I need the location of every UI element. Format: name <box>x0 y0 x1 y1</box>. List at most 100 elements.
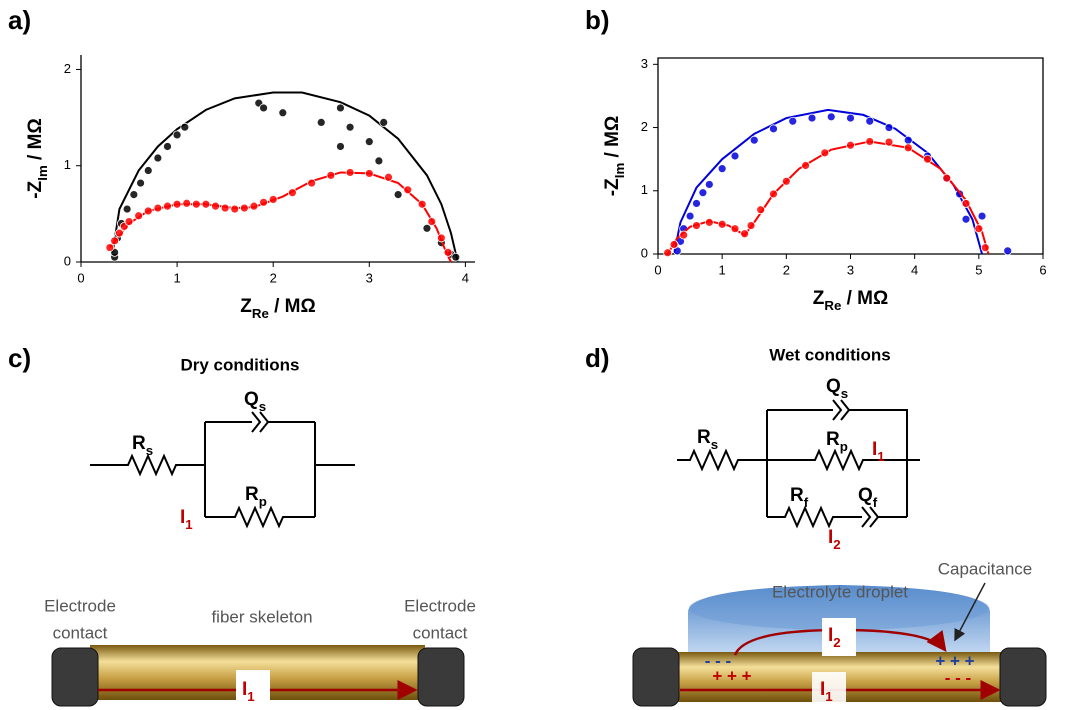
data-point <box>821 149 829 157</box>
electrode-label: contact <box>53 623 108 642</box>
data-point <box>106 244 114 252</box>
data-point <box>975 225 983 233</box>
data-point <box>827 113 835 121</box>
data-point <box>346 168 354 176</box>
component-label: Qf <box>858 485 878 510</box>
panel-label: b) <box>585 5 610 35</box>
component-label: Rs <box>132 433 153 458</box>
data-point <box>154 154 162 162</box>
component-label: Qs <box>826 376 848 401</box>
label-sub: s <box>841 386 848 401</box>
x-tick-label: 3 <box>847 262 854 277</box>
data-point <box>181 123 189 131</box>
data-point <box>866 137 874 145</box>
data-point <box>327 171 335 179</box>
label-sub: s <box>146 443 153 458</box>
axis <box>81 55 475 262</box>
data-point <box>962 215 970 223</box>
data-point <box>221 204 229 212</box>
label-sub: f <box>804 495 809 510</box>
data-point <box>154 204 162 212</box>
label-sub: 1 <box>825 689 833 704</box>
data-point <box>336 142 344 150</box>
data-point <box>693 222 701 230</box>
data-point <box>173 200 181 208</box>
data-point <box>686 212 694 220</box>
label-sub: Re <box>824 298 841 313</box>
label-main: R <box>826 429 840 450</box>
label-main: -Z <box>602 178 623 196</box>
fit-line <box>668 141 989 254</box>
data-point <box>904 144 912 152</box>
data-point <box>705 218 713 226</box>
data-point <box>130 191 138 199</box>
data-point <box>336 104 344 112</box>
data-point <box>885 124 893 132</box>
current-label: I1 <box>180 507 193 532</box>
data-point <box>288 189 296 197</box>
data-point <box>680 231 688 239</box>
y-tick-label: 0 <box>641 245 648 260</box>
y-axis-label: -ZIm / MΩ <box>602 116 627 196</box>
data-point <box>437 234 445 242</box>
x-tick-label: 2 <box>783 262 790 277</box>
panel-label: a) <box>8 5 31 35</box>
data-point <box>365 169 373 177</box>
data-point <box>962 199 970 207</box>
x-tick-label: 1 <box>173 270 180 285</box>
component-label: Rp <box>826 429 848 454</box>
axis <box>658 58 1043 254</box>
label-main: R <box>132 433 146 454</box>
data-point <box>757 206 765 214</box>
label-sub: 1 <box>247 689 255 704</box>
data-point <box>808 114 816 122</box>
data-point <box>747 222 755 230</box>
data-point <box>137 179 145 187</box>
data-point <box>885 138 893 146</box>
charge: + + + <box>712 666 751 685</box>
data-point <box>693 199 701 207</box>
y-tick-label: 2 <box>641 119 648 134</box>
data-point <box>731 225 739 233</box>
label-main: Q <box>244 389 259 410</box>
x-tick-label: 4 <box>911 262 918 277</box>
fit-line <box>674 110 982 254</box>
data-point <box>705 180 713 188</box>
data-point <box>394 191 402 199</box>
data-point <box>802 161 810 169</box>
data-point <box>163 142 171 150</box>
data-point <box>418 200 426 208</box>
label-rest: / MΩ <box>602 116 623 163</box>
data-point <box>423 224 431 232</box>
data-point <box>1004 247 1012 255</box>
data-point <box>240 204 248 212</box>
charge: - - - <box>945 668 971 687</box>
label-sub: Re <box>252 306 269 321</box>
data-point <box>981 244 989 252</box>
data-point <box>125 218 133 226</box>
x-tick-label: 2 <box>270 270 277 285</box>
electrode-label: contact <box>413 623 468 642</box>
data-point <box>183 199 191 207</box>
data-point <box>452 253 460 261</box>
circuit-title: Dry conditions <box>180 355 299 374</box>
fit-line <box>113 93 458 262</box>
data-point <box>750 136 758 144</box>
data-point <box>260 198 268 206</box>
x-tick-label: 3 <box>366 270 373 285</box>
x-axis-label: ZRe / MΩ <box>813 288 889 313</box>
label-sub: 2 <box>833 537 840 552</box>
data-point <box>789 117 797 125</box>
label-rest: / MΩ <box>841 288 888 309</box>
label-sub: Im <box>612 163 627 179</box>
label-rest: / MΩ <box>269 296 316 317</box>
data-point <box>365 138 373 146</box>
device-dry <box>52 645 464 708</box>
x-axis-label: ZRe / MΩ <box>240 296 316 321</box>
data-point <box>664 249 672 257</box>
y-tick-label: 0 <box>64 253 71 268</box>
label-sub: 1 <box>877 449 885 464</box>
label-sub: f <box>873 495 878 510</box>
data-point <box>847 114 855 122</box>
data-point <box>173 131 181 139</box>
